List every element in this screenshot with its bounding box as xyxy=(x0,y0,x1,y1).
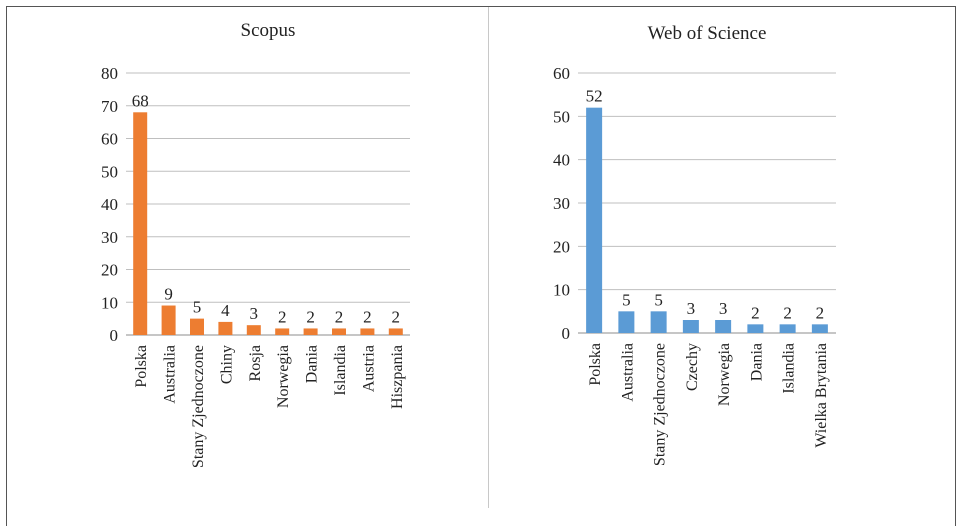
wos-y-tick-label: 20 xyxy=(553,237,570,256)
scopus-bar xyxy=(133,112,148,335)
scopus-category-label: Rosja xyxy=(247,345,264,381)
scopus-category-label: Hiszpania xyxy=(389,345,406,409)
scopus-chart-panel: Scopus 0 10 20 30 40 50 60 70 80 68 Polska 9 Australi… xyxy=(7,7,487,508)
scopus-data-label: 68 xyxy=(132,91,149,110)
scopus-bar xyxy=(190,318,204,335)
scopus-y-tick-label: 40 xyxy=(101,195,118,214)
wos-bar xyxy=(682,320,699,333)
scopus-data-label: 2 xyxy=(392,307,401,326)
scopus-category-label: Austria xyxy=(360,345,377,392)
wos-bar-chart: Web of Science010203040506052Polska5Aust… xyxy=(553,23,836,466)
wos-bar xyxy=(650,311,667,333)
scopus-data-label: 5 xyxy=(193,298,202,317)
wos-chart-title: Web of Science xyxy=(648,23,767,44)
scopus-y-tick-label: 80 xyxy=(101,64,118,83)
wos-data-label: 5 xyxy=(654,290,663,309)
wos-y-tick-label: 40 xyxy=(553,151,570,170)
wos-y-tick-label: 30 xyxy=(553,194,570,213)
wos-bar xyxy=(586,107,603,334)
wos-data-label: 2 xyxy=(783,303,792,322)
scopus-data-label: 3 xyxy=(250,304,258,323)
scopus-data-label: 2 xyxy=(335,307,344,326)
wos-y-tick-label: 10 xyxy=(553,281,570,300)
scopus-y-tick-label: 0 xyxy=(110,326,119,345)
scopus-category-label: Norwegia xyxy=(275,345,292,408)
scopus-data-label: 2 xyxy=(278,307,287,326)
wos-y-tick-label: 60 xyxy=(553,64,570,83)
scopus-y-tick-label: 10 xyxy=(101,293,118,312)
scopus-y-tick-label: 60 xyxy=(101,130,118,149)
figure-frame xyxy=(6,6,956,526)
scopus-category-label: Australia xyxy=(162,345,179,404)
scopus-category-label: Chiny xyxy=(218,345,235,384)
scopus-bar-chart: Scopus 0 10 20 30 40 50 60 70 80 68 Polska 9 Australi… xyxy=(101,20,410,468)
wos-category-label: Stany Zjednoczone xyxy=(652,343,669,466)
scopus-bar xyxy=(303,328,318,335)
wos-category-label: Polska xyxy=(587,343,604,386)
scopus-bar xyxy=(246,325,261,335)
scopus-data-label: 2 xyxy=(306,307,315,326)
wos-bar xyxy=(779,324,796,333)
wos-bar xyxy=(747,324,764,333)
wos-chart-panel: Web of Science 0 10 20 30 40 50 60 52 Polska 5 Aust… xyxy=(490,7,955,508)
wos-y-tick-label: 50 xyxy=(553,107,570,126)
wos-data-label: 2 xyxy=(816,303,825,322)
scopus-y-tick-label: 20 xyxy=(101,261,118,280)
wos-data-label: 3 xyxy=(687,299,696,318)
wos-category-label: Wielka Brytania xyxy=(813,343,830,448)
scopus-bar xyxy=(218,321,233,335)
wos-data-label: 52 xyxy=(586,87,603,106)
wos-bar xyxy=(811,324,828,333)
wos-data-label: 3 xyxy=(719,299,728,318)
scopus-bar xyxy=(360,328,375,335)
scopus-data-label: 9 xyxy=(164,285,173,304)
wos-category-label: Czechy xyxy=(684,343,701,391)
scopus-bar xyxy=(388,328,403,335)
scopus-category-label: Islandia xyxy=(332,345,349,396)
wos-category-label: Australia xyxy=(619,343,636,402)
scopus-chart-title: Scopus xyxy=(241,20,296,41)
scopus-category-label: Dania xyxy=(304,345,321,383)
scopus-category-label: Stany Zjednoczone xyxy=(190,345,207,468)
scopus-bar xyxy=(332,328,346,335)
wos-data-label: 5 xyxy=(622,290,631,309)
scopus-bar xyxy=(161,305,176,335)
wos-data-label: 2 xyxy=(751,303,760,322)
wos-bar xyxy=(618,311,635,333)
wos-category-label: Islandia xyxy=(781,343,798,394)
wos-category-label: Dania xyxy=(748,343,765,381)
wos-bar xyxy=(715,320,732,333)
wos-category-label: Norwegia xyxy=(716,343,733,406)
panel-divider xyxy=(488,7,489,508)
scopus-y-tick-label: 70 xyxy=(101,97,118,116)
scopus-data-label: 2 xyxy=(363,307,372,326)
scopus-category-label: Polska xyxy=(133,345,150,388)
scopus-y-tick-label: 50 xyxy=(101,162,118,181)
scopus-data-label: 4 xyxy=(221,301,230,320)
wos-y-tick-label: 0 xyxy=(562,324,571,343)
scopus-bar xyxy=(275,328,290,335)
scopus-y-tick-label: 30 xyxy=(101,228,118,247)
